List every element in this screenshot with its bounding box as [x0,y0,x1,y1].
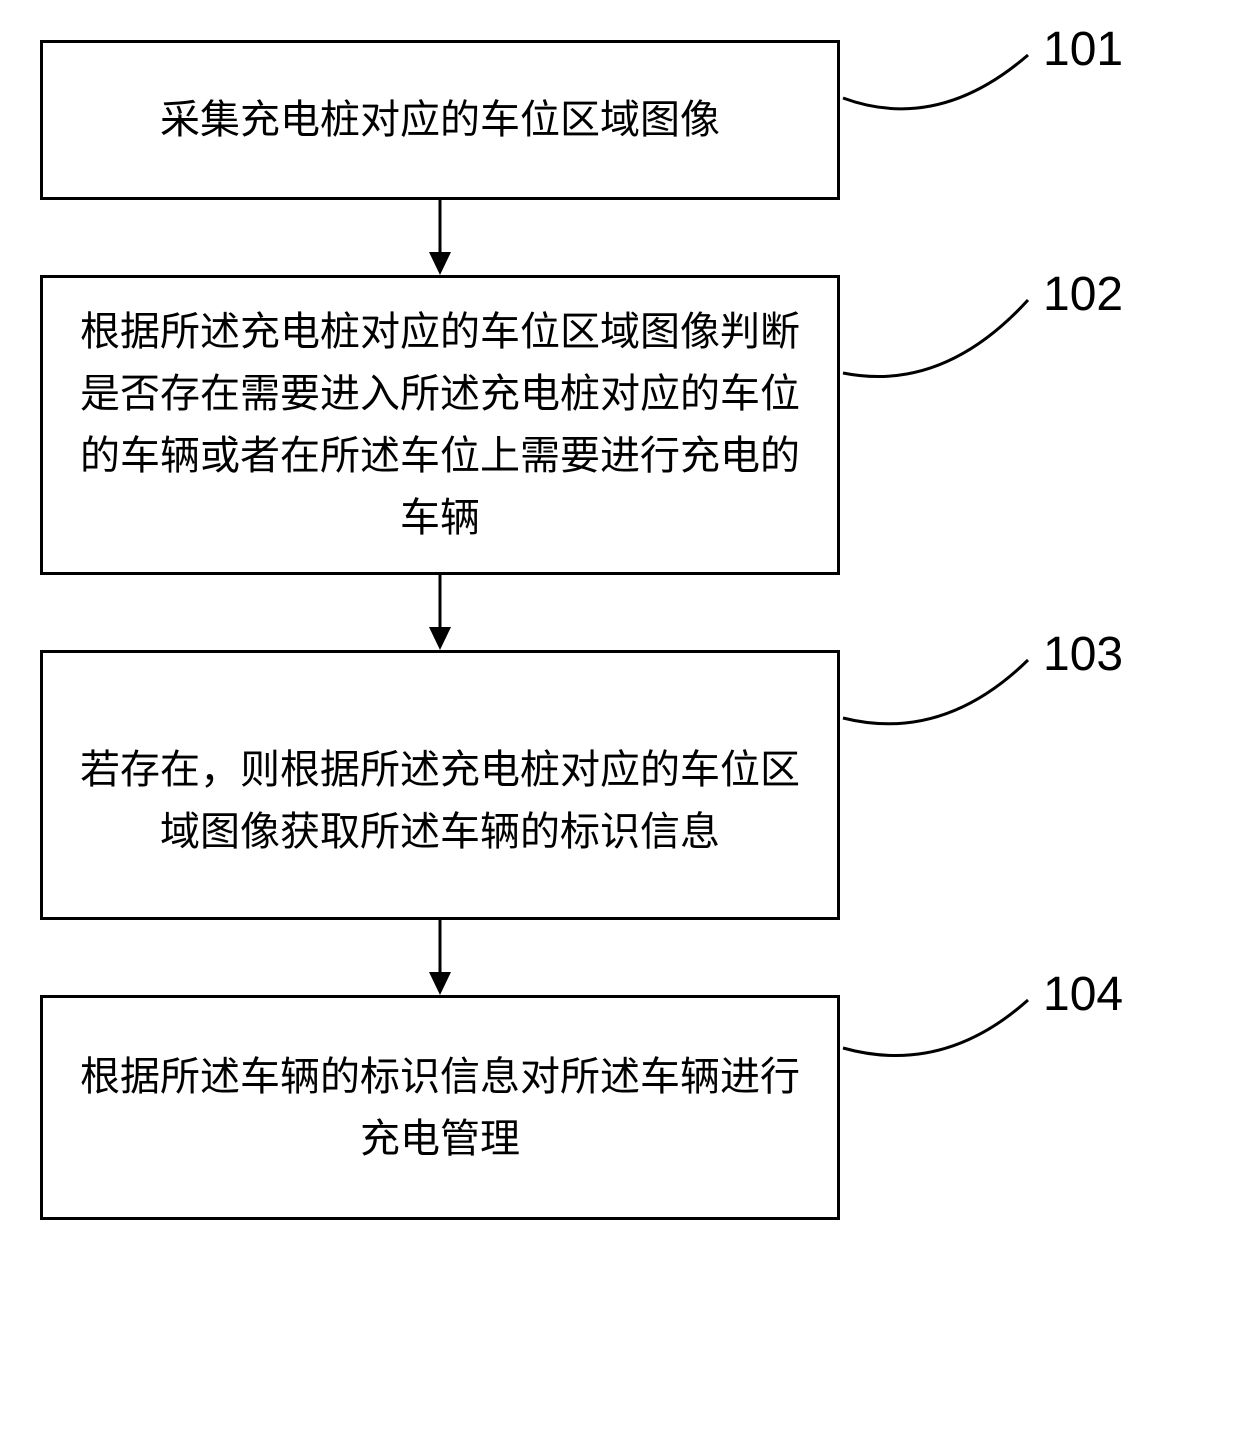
flowchart-step-2: 根据所述充电桩对应的车位区域图像判断是否存在需要进入所述充电桩对应的车位的车辆或… [40,275,840,575]
arrow-2-container [40,575,840,650]
flowchart-step-1-text: 采集充电桩对应的车位区域图像 [160,89,720,151]
arrow-3-container [40,920,840,995]
flowchart-label-4: 104 [1043,958,1123,1032]
arrow-1-container [40,200,840,275]
flowchart-step-4: 根据所述车辆的标识信息对所述车辆进行充电管理 104 [40,995,840,1220]
arrow-2 [420,575,460,650]
flowchart-label-1: 101 [1043,13,1123,87]
flowchart-step-3-text: 若存在，则根据所述充电桩对应的车位区域图像获取所述车辆的标识信息 [75,739,805,863]
flowchart-label-2: 102 [1043,258,1123,332]
flowchart-label-3: 103 [1043,618,1123,692]
arrow-3 [420,920,460,995]
flowchart-step-3: 若存在，则根据所述充电桩对应的车位区域图像获取所述车辆的标识信息 103 [40,650,840,920]
flowchart-step-4-text: 根据所述车辆的标识信息对所述车辆进行充电管理 [75,1046,805,1170]
arrow-1 [420,200,460,275]
flowchart-step-1: 采集充电桩对应的车位区域图像 101 [40,40,840,200]
flowchart-container: 采集充电桩对应的车位区域图像 101 根据所述充电桩对应的车位区域图像判断是否存… [40,40,1200,1220]
flowchart-step-2-text: 根据所述充电桩对应的车位区域图像判断是否存在需要进入所述充电桩对应的车位的车辆或… [75,301,805,549]
